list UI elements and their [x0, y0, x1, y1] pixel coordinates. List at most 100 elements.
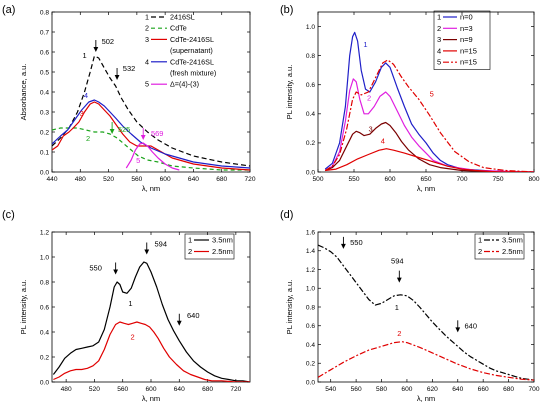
plot-area — [52, 55, 250, 171]
y-axis-label: PL intensity, a.u. — [285, 65, 294, 120]
y-tick-label: 0.8 — [40, 279, 49, 286]
legend: 1 n=0 2 n=3 3 n=9 4 n=15 5 n=15 — [433, 10, 491, 70]
x-tick-label: 680 — [216, 176, 227, 183]
x-tick-label: 640 — [452, 386, 463, 393]
annotation-arrow-head — [176, 320, 182, 326]
legend-box — [184, 233, 235, 260]
x-tick-label: 480 — [61, 386, 72, 393]
x-tick-label: 560 — [117, 386, 128, 393]
y-tick-label: 0.6 — [306, 323, 315, 330]
y-tick-label: 0.4 — [306, 111, 315, 118]
y-tick-label: 0.4 — [40, 89, 49, 96]
plot-area — [324, 31, 534, 172]
legend-number: 3 — [145, 35, 149, 44]
y-tick-label: 1.0 — [306, 286, 315, 293]
legend-number: 1 — [188, 236, 192, 245]
legend-entry: 3.5nm — [502, 236, 523, 245]
y-tick-label: 0.2 — [306, 361, 315, 368]
x-tick-label: 520 — [103, 176, 114, 183]
legend-number: 2 — [188, 247, 192, 256]
x-tick-label: 480 — [75, 176, 86, 183]
curve-label-1: 1 — [395, 303, 399, 312]
x-tick-label: 600 — [401, 386, 412, 393]
chart-panel-a: 440 480 520 560 600 640 680 720 0.0 0.1 0.2 0.3 0.4 0… — [19, 9, 256, 193]
y-tick-label: 0.2 — [40, 354, 49, 361]
curve-label-2: 2 — [86, 134, 90, 143]
y-tick-label: 0.0 — [306, 379, 315, 386]
legend-entry: n=9 — [460, 35, 473, 44]
plot-area — [52, 261, 250, 382]
legend-number: 5 — [145, 80, 149, 89]
x-tick-label: 680 — [503, 386, 514, 393]
legend-entry: CdTe-2416SL — [170, 57, 214, 66]
curve-label-1: 1 — [128, 299, 132, 308]
annotation-label: 502 — [102, 37, 115, 46]
legend-number: 1 — [437, 13, 441, 22]
x-tick-label: 520 — [89, 386, 100, 393]
y-tick-label: 1.6 — [306, 229, 315, 236]
y-axis-label: PL intensity, a.u. — [19, 280, 28, 335]
y-tick-label: 0.8 — [40, 9, 49, 16]
legend-number: 2 — [478, 247, 482, 256]
plot-frame — [317, 11, 535, 173]
y-tick-label: 0.0 — [40, 379, 49, 386]
curve-label-5: 5 — [430, 89, 434, 98]
legend: 1 3.5nm 2 2.5nm — [474, 233, 525, 260]
y-tick-label: 0.4 — [306, 342, 315, 349]
x-tick-label: 650 — [420, 176, 431, 183]
series-line-1 — [52, 261, 250, 382]
series-line-4 — [325, 148, 534, 172]
legend-entry: n=15 — [460, 58, 477, 67]
legend-entry-continued: (fresh mixture) — [170, 69, 216, 78]
legend-number: 1 — [145, 13, 149, 22]
legend-box — [433, 10, 491, 70]
annotation-label: 550 — [350, 238, 363, 247]
annotation-arrow-head — [341, 243, 346, 249]
y-tick-label: 0.0 — [306, 169, 315, 176]
series-line-1 — [324, 31, 534, 172]
y-axis-label: Absorbance, a.u. — [19, 64, 28, 121]
y-axis-label: PL intensity, a.u. — [285, 280, 294, 335]
panel-label-b: (b) — [280, 4, 293, 16]
x-tick-label: 440 — [46, 176, 57, 183]
annotation-label: 594 — [391, 257, 404, 266]
x-tick-label: 800 — [528, 176, 539, 183]
x-tick-label: 660 — [478, 386, 489, 393]
legend-entry: 2.5nm — [502, 247, 523, 256]
series-line-1 — [318, 244, 534, 381]
y-tick-label: 1.0 — [40, 254, 49, 261]
y-tick-label: 0.2 — [306, 140, 315, 147]
y-tick-label: 1.0 — [306, 24, 315, 31]
curve-label-4: 4 — [381, 137, 385, 146]
panel-label-c: (c) — [2, 209, 15, 221]
curve-label-5: 5 — [136, 156, 140, 165]
annotation-arrow-head — [144, 249, 150, 255]
annotation-arrow-head — [114, 75, 120, 80]
annotation-arrow-head — [93, 47, 99, 52]
y-tick-label: 0.6 — [40, 304, 49, 311]
curve-label-2: 2 — [367, 94, 371, 103]
annotation-label: 569 — [151, 129, 164, 138]
x-tick-label: 540 — [325, 386, 336, 393]
x-tick-label: 600 — [160, 176, 171, 183]
legend-entry: n=3 — [460, 24, 473, 33]
y-tick-label: 1.4 — [306, 248, 315, 255]
x-tick-label: 560 — [351, 386, 362, 393]
annotation-label: 640 — [187, 311, 200, 320]
panel-label-d: (d) — [280, 209, 293, 221]
x-tick-label: 720 — [230, 386, 241, 393]
x-tick-label: 580 — [376, 386, 387, 393]
legend-entry-continued: (supernatant) — [170, 46, 213, 55]
legend-entry: 3.5nm — [212, 236, 233, 245]
annotation-label: 640 — [465, 321, 478, 330]
x-tick-label: 600 — [145, 386, 156, 393]
x-axis-label: λ, nm — [142, 394, 160, 403]
y-tick-label: 0.3 — [40, 109, 49, 116]
y-tick-label: 0.8 — [306, 304, 315, 311]
legend-entry: n=0 — [460, 13, 473, 22]
series-line-2 — [53, 321, 250, 382]
series-line-2 — [52, 127, 250, 171]
annotation-label: 532 — [123, 64, 136, 73]
legend-number: 5 — [437, 58, 441, 67]
